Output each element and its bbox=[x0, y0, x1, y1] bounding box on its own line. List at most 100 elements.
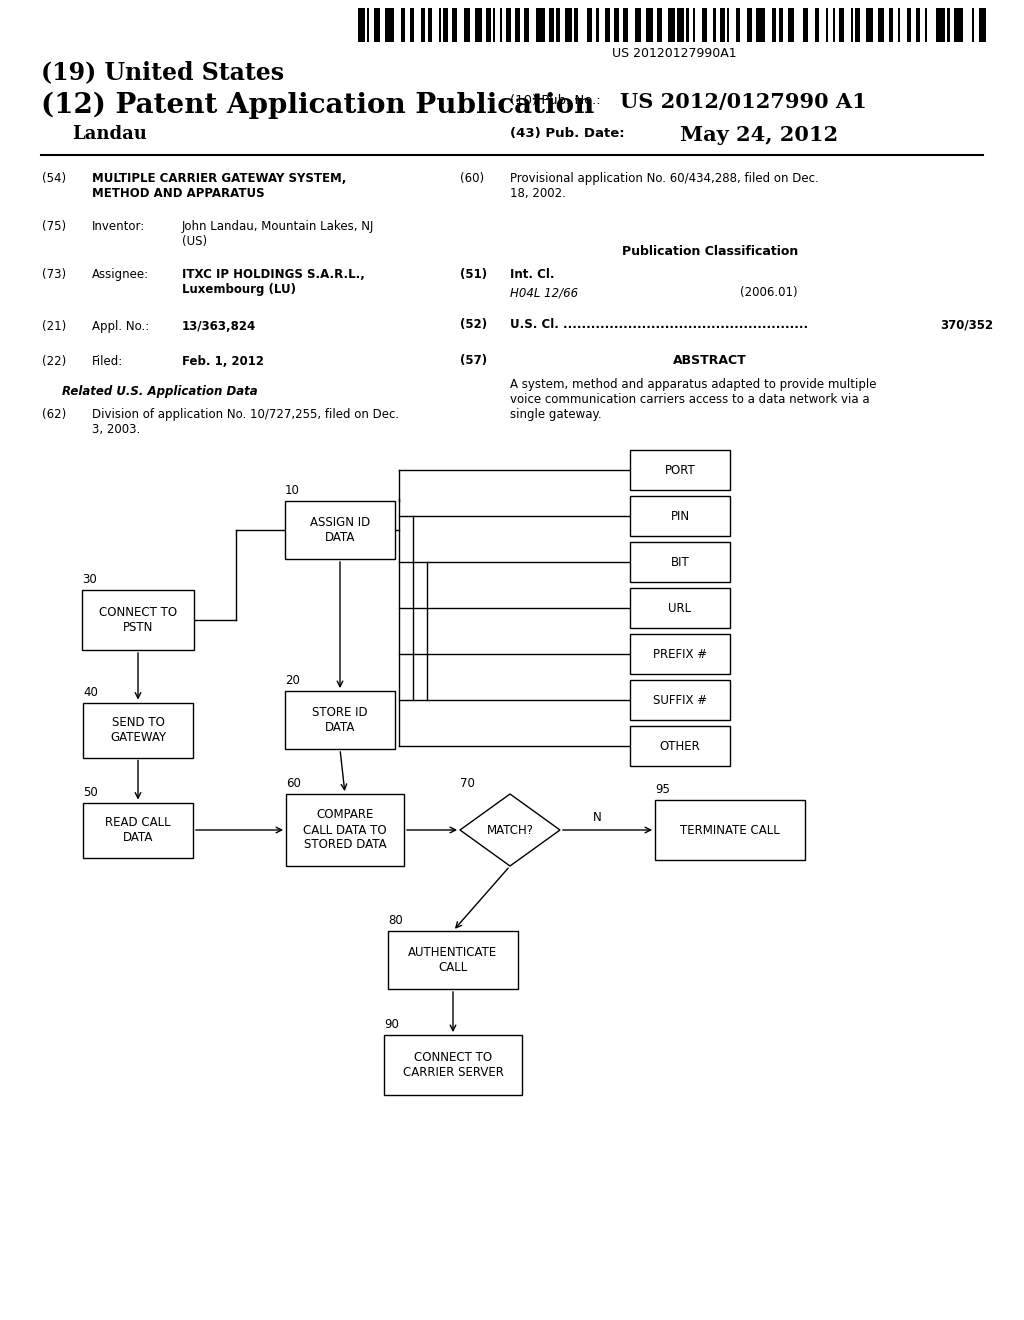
Bar bbox=[453, 8, 457, 42]
Text: PIN: PIN bbox=[671, 510, 689, 523]
Bar bbox=[787, 8, 795, 42]
Text: N: N bbox=[593, 810, 602, 824]
Bar bbox=[507, 8, 511, 42]
Bar bbox=[83, 702, 193, 758]
Bar bbox=[972, 8, 974, 42]
Bar bbox=[549, 8, 554, 42]
Text: Provisional application No. 60/434,288, filed on Dec.
18, 2002.: Provisional application No. 60/434,288, … bbox=[510, 172, 819, 201]
Text: Division of application No. 10/727,255, filed on Dec.
3, 2003.: Division of application No. 10/727,255, … bbox=[92, 408, 399, 436]
Text: Filed:: Filed: bbox=[92, 355, 123, 368]
Bar bbox=[954, 8, 963, 42]
Bar bbox=[367, 8, 370, 42]
Text: May 24, 2012: May 24, 2012 bbox=[680, 125, 838, 145]
Text: PORT: PORT bbox=[665, 463, 695, 477]
Text: CONNECT TO
PSTN: CONNECT TO PSTN bbox=[99, 606, 177, 634]
Bar bbox=[439, 8, 441, 42]
Bar bbox=[878, 8, 885, 42]
Text: URL: URL bbox=[669, 602, 691, 615]
Text: 95: 95 bbox=[655, 783, 670, 796]
Text: Related U.S. Application Data: Related U.S. Application Data bbox=[62, 385, 258, 399]
Bar bbox=[898, 8, 900, 42]
Text: Landau: Landau bbox=[72, 125, 146, 143]
Bar bbox=[693, 8, 695, 42]
Bar bbox=[82, 590, 194, 649]
Bar bbox=[614, 8, 618, 42]
Bar bbox=[915, 8, 921, 42]
Bar bbox=[630, 543, 730, 582]
Text: (22): (22) bbox=[42, 355, 67, 368]
Text: ABSTRACT: ABSTRACT bbox=[673, 354, 746, 367]
Text: 20: 20 bbox=[285, 675, 300, 686]
Bar bbox=[714, 8, 716, 42]
Text: 50: 50 bbox=[83, 785, 97, 799]
Bar bbox=[833, 8, 835, 42]
Text: (54): (54) bbox=[42, 172, 67, 185]
Bar bbox=[814, 8, 819, 42]
Text: ITXC IP HOLDINGS S.A.R.L.,
Luxembourg (LU): ITXC IP HOLDINGS S.A.R.L., Luxembourg (L… bbox=[182, 268, 365, 296]
Text: Publication Classification: Publication Classification bbox=[622, 246, 798, 257]
Bar bbox=[803, 8, 808, 42]
Bar bbox=[388, 931, 518, 989]
Bar bbox=[686, 8, 688, 42]
Text: 10: 10 bbox=[285, 484, 300, 498]
Bar bbox=[486, 8, 490, 42]
Bar bbox=[825, 8, 828, 42]
Bar bbox=[524, 8, 529, 42]
Text: MATCH?: MATCH? bbox=[486, 824, 534, 837]
Text: TERMINATE CALL: TERMINATE CALL bbox=[680, 824, 780, 837]
Text: 370/352: 370/352 bbox=[940, 318, 993, 331]
Bar bbox=[907, 8, 911, 42]
Text: Inventor:: Inventor: bbox=[92, 220, 145, 234]
Bar bbox=[630, 634, 730, 675]
Text: (43) Pub. Date:: (43) Pub. Date: bbox=[510, 127, 625, 140]
Polygon shape bbox=[460, 795, 560, 866]
Bar bbox=[400, 8, 406, 42]
Bar bbox=[605, 8, 610, 42]
Text: (60): (60) bbox=[460, 172, 484, 185]
Text: OTHER: OTHER bbox=[659, 739, 700, 752]
Text: CONNECT TO
CARRIER SERVER: CONNECT TO CARRIER SERVER bbox=[402, 1051, 504, 1078]
Text: 80: 80 bbox=[388, 913, 402, 927]
Text: (62): (62) bbox=[42, 408, 67, 421]
Bar bbox=[475, 8, 481, 42]
Bar bbox=[657, 8, 662, 42]
Bar bbox=[443, 8, 447, 42]
Text: (57): (57) bbox=[460, 354, 487, 367]
Bar bbox=[410, 8, 415, 42]
Bar bbox=[720, 8, 725, 42]
Bar bbox=[384, 1035, 522, 1096]
Bar bbox=[556, 8, 560, 42]
Text: AUTHENTICATE
CALL: AUTHENTICATE CALL bbox=[409, 946, 498, 974]
Bar bbox=[286, 795, 404, 866]
Text: John Landau, Mountain Lakes, NJ
(US): John Landau, Mountain Lakes, NJ (US) bbox=[182, 220, 375, 248]
Bar bbox=[840, 8, 844, 42]
Text: (12) Patent Application Publication: (12) Patent Application Publication bbox=[41, 92, 594, 119]
Text: 30: 30 bbox=[82, 573, 96, 586]
Text: PREFIX #: PREFIX # bbox=[653, 648, 707, 660]
Bar bbox=[851, 8, 853, 42]
Text: 70: 70 bbox=[460, 777, 475, 789]
Bar bbox=[536, 8, 545, 42]
Bar bbox=[285, 502, 395, 558]
Bar bbox=[374, 8, 381, 42]
Text: 40: 40 bbox=[83, 685, 98, 698]
Bar bbox=[588, 8, 592, 42]
Text: H04L 12/66: H04L 12/66 bbox=[510, 286, 579, 300]
Bar bbox=[669, 8, 675, 42]
Bar bbox=[635, 8, 641, 42]
Text: 60: 60 bbox=[286, 777, 301, 789]
Text: Assignee:: Assignee: bbox=[92, 268, 150, 281]
Text: U.S. Cl. .....................................................: U.S. Cl. ...............................… bbox=[510, 318, 808, 331]
Bar bbox=[493, 8, 496, 42]
Text: Feb. 1, 2012: Feb. 1, 2012 bbox=[182, 355, 264, 368]
Bar bbox=[655, 800, 805, 861]
Bar bbox=[421, 8, 426, 42]
Text: US 2012/0127990 A1: US 2012/0127990 A1 bbox=[620, 92, 866, 112]
Text: BIT: BIT bbox=[671, 556, 689, 569]
Bar bbox=[646, 8, 652, 42]
Text: (73): (73) bbox=[42, 268, 67, 281]
Bar bbox=[756, 8, 765, 42]
Text: MULTIPLE CARRIER GATEWAY SYSTEM,
METHOD AND APPARATUS: MULTIPLE CARRIER GATEWAY SYSTEM, METHOD … bbox=[92, 172, 346, 201]
Text: 90: 90 bbox=[384, 1018, 399, 1031]
Bar bbox=[630, 726, 730, 766]
